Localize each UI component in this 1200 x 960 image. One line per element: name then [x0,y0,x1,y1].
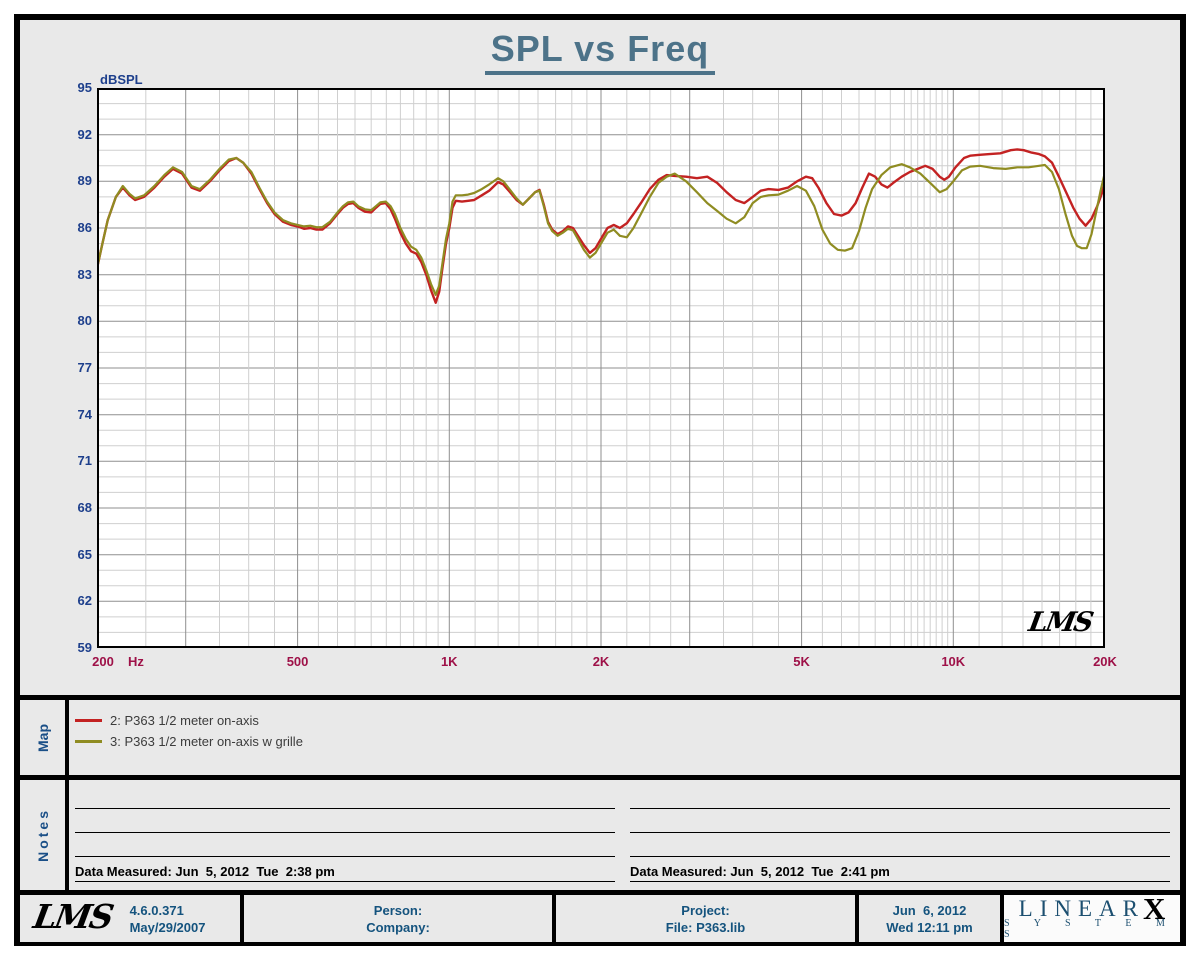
company-label: Company: [366,919,430,935]
x-tick-label: 20K [1093,654,1117,669]
legend-label: 3: P363 1/2 meter on-axis w grille [110,734,303,749]
footer: LMS 4.6.0.371 May/29/2007 Person: Compan… [20,890,1180,942]
y-axis-unit-label: dBSPL [100,72,143,87]
x-tick-label: 10K [941,654,966,669]
y-tick-label: 74 [77,406,92,422]
note-blank-line[interactable] [75,832,615,833]
notes-column: Data Measured: Jun 5, 2012 Tue 2:38 pm [75,780,615,890]
x-tick-label: 2K [592,654,610,669]
file-label: File: P363.lib [665,919,746,935]
y-tick-label: 71 [77,453,92,469]
footer-cell-divider [855,895,859,942]
notes-side-label: Notes [34,808,51,862]
x-tick-label: 200 [92,654,114,669]
x-tick-label: 5K [793,654,810,669]
y-tick-label: 89 [77,173,92,189]
footer-cell-divider [552,895,556,942]
y-tick-label: 92 [77,126,92,142]
map-section: Map 2: P363 1/2 meter on-axis 3: P363 1/2… [20,695,1180,775]
y-tick-label: 80 [77,313,92,329]
chart-title: SPL vs Freq [20,28,1180,75]
x-axis-unit-label: Hz [128,654,144,669]
report-time: Wed 12:11 pm [886,919,973,935]
lms-watermark: LMS [1025,607,1094,638]
note-blank-line[interactable] [630,856,1170,857]
footer-date-cell: Jun 6, 2012 Wed 12:11 pm [859,895,1000,942]
report-frame: SPL vs Freq dBSPL LMS 95 92 89 86 83 80 77 74 71… [14,14,1186,946]
spl-curve-2 [97,148,1105,304]
plot-area[interactable] [97,88,1105,648]
note-blank-line[interactable] [75,856,615,857]
map-side-label: Map [34,723,51,752]
legend: 2: P363 1/2 meter on-axis 3: P363 1/2 met… [75,710,303,752]
footer-cell-divider [1000,895,1004,942]
note-blank-line[interactable] [630,832,1170,833]
notes-divider [65,780,69,890]
footer-version-cell: LMS 4.6.0.371 May/29/2007 [20,895,240,942]
footer-cell-divider [240,895,244,942]
footer-project-cell: Project: File: P363.lib [556,895,855,942]
legend-item: 3: P363 1/2 meter on-axis w grille [75,731,303,752]
y-tick-label: 62 [77,593,92,609]
notes-column: Data Measured: Jun 5, 2012 Tue 2:41 pm [630,780,1170,890]
y-tick-label: 65 [77,546,92,562]
person-label: Person: [373,902,423,918]
map-divider [65,700,69,775]
x-tick-label: 500 [286,654,309,669]
software-version-date: May/29/2007 [129,919,206,935]
notes-section: Notes Data Measured: Jun 5, 2012 Tue 2:3… [20,775,1180,890]
y-tick-label: 59 [77,640,92,655]
data-measured-label: Data Measured: Jun 5, 2012 Tue 2:41 pm [630,864,1170,882]
x-tick-label: 1K [440,654,458,669]
linearx-logo-systems: S Y S T E M S [1004,917,1176,940]
legend-swatch [75,719,102,722]
spl-curve-3 [97,156,1105,296]
linearx-logo: LINEAR X [1018,890,1166,926]
y-tick-label: 83 [77,266,92,282]
chart-title-text: SPL vs Freq [484,28,716,75]
legend-swatch [75,740,102,743]
y-tick-label: 95 [77,80,92,95]
y-tick-label: 86 [77,220,92,235]
linearx-logo-cell: LINEAR X S Y S T E M S [1004,890,1180,942]
linearx-logo-linear: LINEAR [1018,895,1145,921]
linearx-logo-x: X [1142,890,1166,926]
report-date: Jun 6, 2012 [892,902,967,918]
y-tick-label: 77 [77,360,92,375]
note-blank-line[interactable] [75,808,615,809]
legend-item: 2: P363 1/2 meter on-axis [75,710,303,731]
lms-logo: LMS [30,897,116,936]
chart-section: SPL vs Freq dBSPL LMS 95 92 89 86 83 80 77 74 71… [20,20,1180,695]
project-label: Project: [681,902,730,918]
software-version: 4.6.0.371 [129,902,184,918]
footer-person-cell: Person: Company: [244,895,552,942]
plot-wrap: LMS [97,88,1105,648]
y-tick-label: 68 [77,500,92,515]
legend-label: 2: P363 1/2 meter on-axis [110,713,259,728]
data-measured-label: Data Measured: Jun 5, 2012 Tue 2:38 pm [75,864,615,882]
note-blank-line[interactable] [630,808,1170,809]
